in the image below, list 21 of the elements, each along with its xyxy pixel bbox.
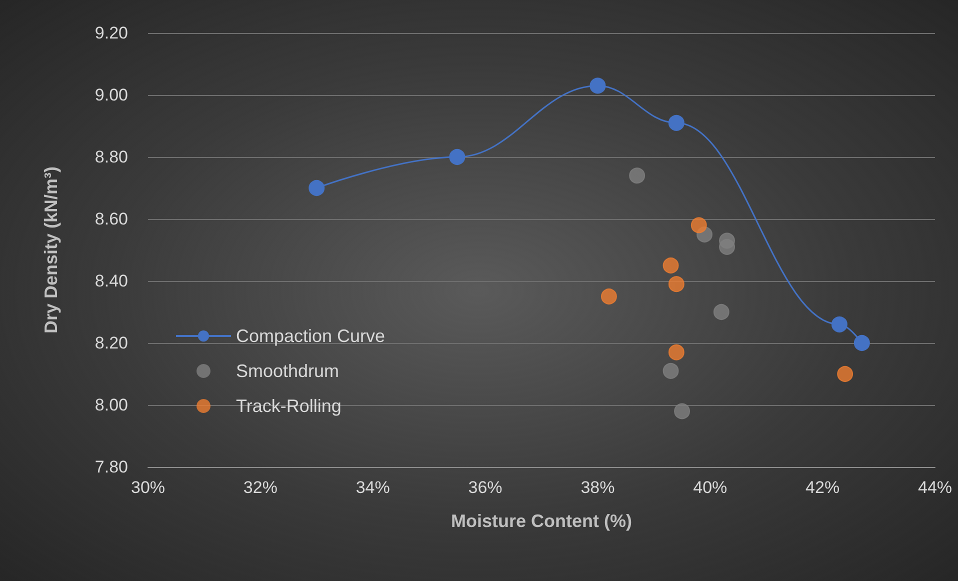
x-axis-title: Moisture Content (%) [451, 511, 632, 531]
y-tick-label: 9.20 [94, 24, 128, 42]
y-tick-label: 8.60 [94, 210, 128, 228]
y-tick-label: 7.80 [94, 458, 128, 476]
x-tick-label: 30% [130, 478, 166, 497]
x-tick-label: 32% [243, 478, 278, 497]
y-tick-label: 9.00 [94, 86, 128, 104]
x-tick-label: 36% [468, 478, 502, 497]
legend-label: Track-Rolling [236, 396, 342, 416]
x-tick-label: 44% [918, 478, 952, 497]
x-tick-label: 34% [356, 478, 390, 497]
y-axis-title: Dry Density (kN/m³) [41, 166, 61, 334]
x-tick-label: 40% [693, 478, 728, 497]
y-tick-label: 8.00 [94, 396, 128, 414]
x-tick-label: 42% [806, 478, 840, 497]
x-tick-label: 38% [580, 478, 615, 497]
y-tick-label: 8.80 [94, 148, 128, 166]
legend-label: Compaction Curve [236, 326, 386, 346]
legend-label: Smoothdrum [236, 361, 340, 381]
y-tick-label: 8.40 [94, 272, 128, 290]
y-tick-label: 8.20 [94, 334, 128, 352]
